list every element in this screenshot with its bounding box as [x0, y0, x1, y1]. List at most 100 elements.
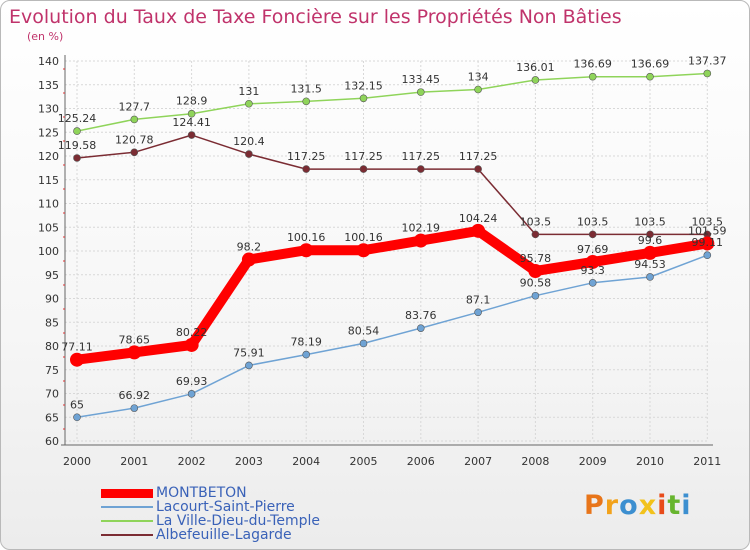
- data-label: 136.69: [573, 58, 612, 71]
- y-tick-label: 90: [45, 293, 59, 306]
- data-label: 125.24: [58, 112, 97, 125]
- data-label: 128.9: [176, 95, 208, 108]
- x-tick-label: 2004: [292, 455, 320, 468]
- data-point: [646, 273, 654, 281]
- x-tick-label: 2001: [120, 455, 148, 468]
- data-label: 136.69: [631, 58, 670, 71]
- logo-letter: o: [619, 490, 639, 521]
- data-point: [531, 230, 540, 239]
- chart-title: Evolution du Taux de Taxe Foncière sur l…: [9, 6, 622, 28]
- y-tick-label: 140: [38, 55, 59, 68]
- data-label: 78.19: [290, 336, 322, 349]
- data-point: [73, 154, 81, 162]
- data-point: [187, 390, 196, 398]
- data-point: [413, 233, 428, 248]
- data-point: [700, 236, 715, 251]
- data-point: [531, 76, 540, 84]
- x-tick-label: 2005: [350, 455, 378, 468]
- data-point: [528, 264, 543, 279]
- data-label: 103.5: [520, 215, 552, 228]
- data-label: 136.01: [516, 61, 555, 74]
- data-label: 103.5: [692, 215, 724, 228]
- legend-label: Lacourt-Saint-Pierre: [156, 499, 295, 515]
- data-label: 124.41: [172, 116, 211, 129]
- logo-letter: i: [657, 490, 668, 521]
- data-label: 75.91: [233, 346, 265, 359]
- data-point: [474, 165, 482, 173]
- data-label: 100.16: [344, 231, 383, 244]
- legend-swatch: [101, 506, 153, 508]
- x-tick-label: 2010: [636, 455, 664, 468]
- x-tick-label: 2003: [235, 455, 263, 468]
- series-line-2: [76, 72, 709, 132]
- data-point: [646, 72, 654, 81]
- logo-letter: t: [667, 490, 682, 521]
- legend-swatch: [101, 488, 153, 498]
- logo-letter: r: [604, 490, 620, 521]
- data-point: [588, 230, 597, 239]
- data-point: [356, 243, 371, 258]
- data-point: [703, 251, 712, 260]
- data-label: 90.58: [520, 277, 552, 290]
- x-tick-label: 2008: [521, 455, 549, 468]
- data-label: 117.25: [287, 150, 326, 163]
- data-point: [359, 94, 368, 103]
- data-point: [416, 165, 425, 173]
- data-point: [585, 254, 600, 269]
- y-tick-label: 125: [38, 126, 59, 139]
- y-tick-label: 80: [45, 340, 59, 353]
- x-tick-label: 2009: [579, 455, 607, 468]
- series-line-0: [72, 225, 713, 365]
- legend-label: MONTBETON: [156, 485, 247, 501]
- data-label: 103.5: [634, 215, 666, 228]
- x-tick-label: 2007: [464, 455, 492, 468]
- y-tick-label: 75: [45, 364, 59, 377]
- data-label: 104.24: [459, 212, 498, 225]
- data-label: 132.15: [344, 79, 383, 92]
- data-label: 133.45: [402, 73, 441, 86]
- data-point: [241, 252, 256, 267]
- y-tick-label: 70: [45, 388, 59, 401]
- logo-letter: x: [638, 490, 658, 521]
- data-point: [130, 148, 139, 157]
- data-label: 95.78: [520, 252, 552, 265]
- series-line-1: [76, 254, 709, 419]
- data-point: [73, 127, 81, 135]
- data-point: [646, 230, 654, 239]
- data-point: [474, 308, 482, 317]
- data-point: [643, 245, 657, 260]
- data-label: 120.78: [115, 133, 154, 146]
- data-point: [474, 85, 482, 94]
- data-point: [299, 243, 314, 258]
- data-point: [245, 150, 253, 158]
- data-label: 78.65: [119, 333, 151, 346]
- data-label: 137.37: [688, 54, 727, 67]
- data-label: 80.22: [176, 326, 208, 339]
- data-label: 120.4: [233, 135, 265, 148]
- y-tick-label: 105: [38, 221, 59, 234]
- y-tick-label: 135: [38, 79, 59, 92]
- y-tick-label: 85: [45, 316, 59, 329]
- legend-label: La Ville-Dieu-du-Temple: [156, 513, 320, 529]
- data-point: [416, 324, 425, 332]
- logo-letter: P: [584, 490, 605, 521]
- data-point: [416, 88, 425, 96]
- data-label: 99.11: [692, 236, 724, 249]
- data-point: [302, 350, 311, 359]
- data-label: 103.5: [577, 215, 609, 228]
- data-label: 83.76: [405, 309, 437, 322]
- x-tick-label: 2011: [693, 455, 721, 468]
- data-labels: 77.11 78.65 80.22 98.2 100.16 100.16 102.19 104…: [58, 54, 727, 411]
- data-point: [130, 115, 139, 124]
- series-line-3: [76, 134, 709, 236]
- data-label: 131: [238, 85, 259, 98]
- data-point: [471, 223, 486, 238]
- data-point: [187, 131, 196, 139]
- data-point: [130, 404, 139, 412]
- data-label: 119.58: [58, 139, 97, 152]
- logo-letter: i: [681, 490, 692, 521]
- data-label: 94.53: [634, 258, 666, 271]
- data-point: [245, 99, 253, 108]
- data-label: 87.1: [466, 293, 491, 306]
